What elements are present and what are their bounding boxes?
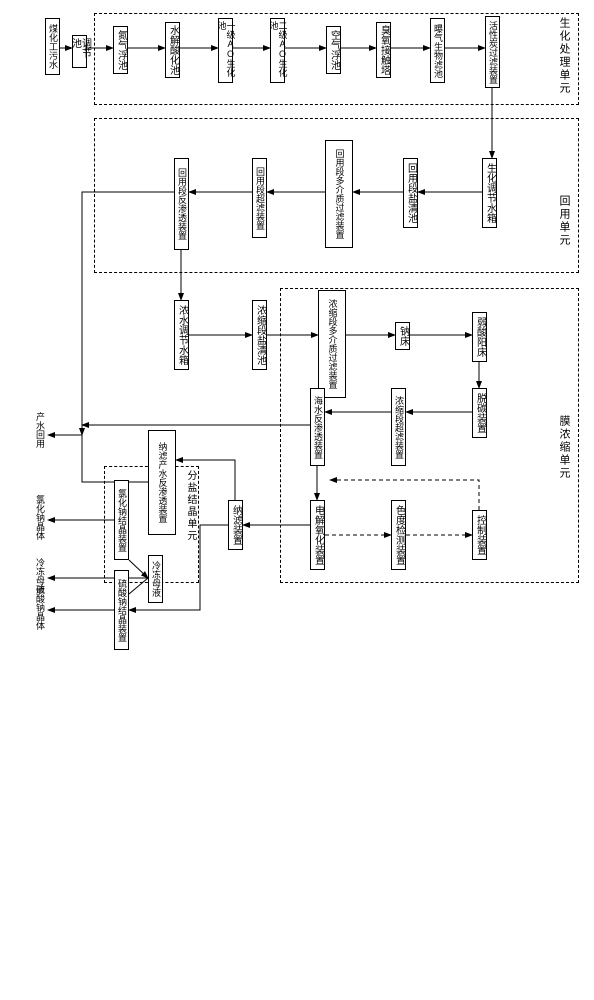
node-n14: 回用段超滤装置 xyxy=(252,158,267,238)
node-n18: 浓缩段多介质过滤装置 xyxy=(318,290,346,398)
node-n2: 调节池 xyxy=(72,35,87,68)
unit-label-reuse: 回用单元 xyxy=(556,195,572,247)
node-n7: 空气浮池 xyxy=(326,26,341,74)
node-n9: 曝气生物滤池 xyxy=(430,18,445,83)
node-n23: 海水反渗透装置 xyxy=(310,388,325,466)
node-n31: 硫酸钠结晶装置 xyxy=(114,570,129,650)
node-n6: 二级AO生化池 xyxy=(270,18,285,83)
node-n17: 浓缩段盐清池 xyxy=(252,300,267,370)
node-n15: 回用段反渗透装置 xyxy=(174,158,189,250)
node-n10: 活性炭过滤装置 xyxy=(485,16,500,88)
node-n19: 钠床 xyxy=(395,322,410,350)
node-n12: 回用段盐清池 xyxy=(403,158,418,228)
node-n11: 生化调节水箱 xyxy=(482,158,497,228)
node-n30: 冷冻母液 xyxy=(148,555,163,603)
output-o1: 产水回用 xyxy=(34,412,47,448)
node-n1: 煤化工污水 xyxy=(45,18,60,75)
node-n5: 一级AO生化池 xyxy=(218,18,233,83)
inner-label-salt: 分盐结晶单元 xyxy=(183,470,198,542)
unit-label-memb: 膜浓缩单元 xyxy=(556,415,572,480)
node-n8: 臭氧接触塔 xyxy=(376,22,391,78)
node-n28: 纳滤产水反渗透装置 xyxy=(148,430,176,535)
node-n3: 氮气浮池 xyxy=(113,26,128,74)
node-n4: 水解酸化池 xyxy=(165,22,180,78)
node-n24: 电解氧化装置 xyxy=(310,500,325,570)
node-n13: 回用段多介质过滤装置 xyxy=(325,140,353,248)
node-n26: 控制装置 xyxy=(472,510,487,560)
node-n27: 纳滤装置 xyxy=(228,500,243,550)
node-n20: 弱酸阳床 xyxy=(472,312,487,362)
node-n22: 浓缩段超滤装置 xyxy=(391,388,406,466)
node-n25: 色度检测装置 xyxy=(391,500,406,570)
output-o4: 硫酸钠晶体 xyxy=(34,585,47,630)
node-n29: 氯化钠结晶装置 xyxy=(114,480,129,560)
output-o2: 氯化钠晶体 xyxy=(34,495,47,540)
node-n16: 浓水调节水箱 xyxy=(174,300,189,370)
node-n21: 脱碳装置 xyxy=(472,388,487,438)
unit-label-bio: 生化处理单元 xyxy=(556,17,572,95)
